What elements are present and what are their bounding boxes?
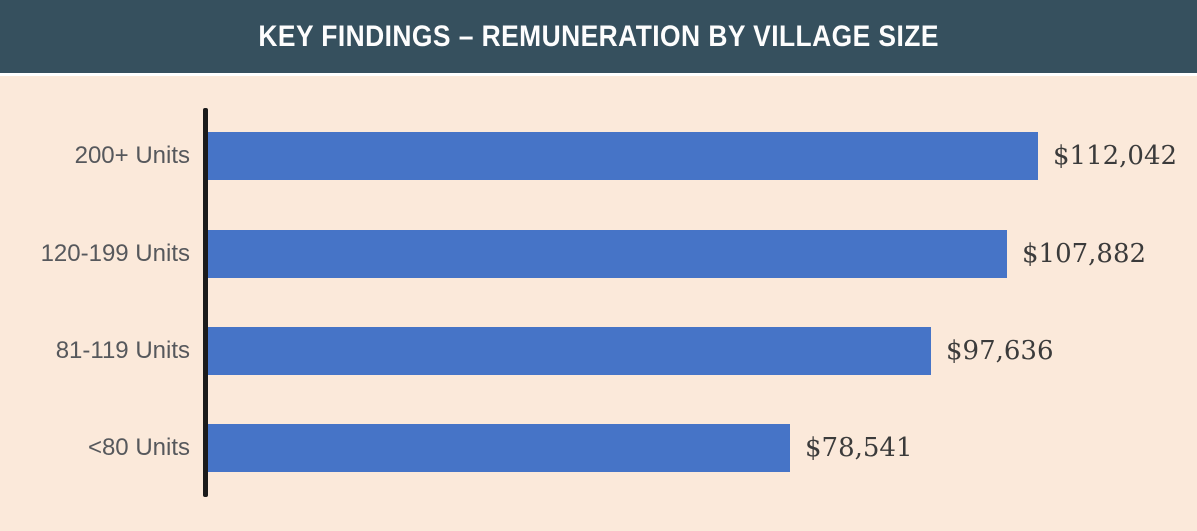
value-label: $112,042 — [1053, 141, 1178, 171]
value-label: $78,541 — [805, 433, 913, 463]
category-label: 81-119 Units — [55, 337, 190, 364]
chart-row: <80 Units $78,541 — [0, 424, 1197, 472]
chart-title: KEY FINDINGS – REMUNERATION BY VILLAGE S… — [258, 19, 939, 53]
category-label: 200+ Units — [74, 142, 190, 169]
bar — [208, 132, 1038, 180]
bar — [208, 424, 790, 472]
y-axis-line — [203, 108, 208, 497]
chart-header: KEY FINDINGS – REMUNERATION BY VILLAGE S… — [0, 0, 1197, 76]
chart-row: 120-199 Units $107,882 — [0, 230, 1197, 278]
chart-row: 200+ Units $112,042 — [0, 132, 1197, 180]
value-label: $107,882 — [1022, 239, 1147, 269]
bar — [208, 230, 1007, 278]
value-label: $97,636 — [946, 336, 1054, 366]
bar-chart: 200+ Units $112,042 120-199 Units $107,8… — [0, 76, 1197, 531]
bar — [208, 327, 931, 375]
category-label: 120-199 Units — [40, 240, 190, 267]
category-label: <80 Units — [87, 434, 190, 461]
chart-row: 81-119 Units $97,636 — [0, 327, 1197, 375]
